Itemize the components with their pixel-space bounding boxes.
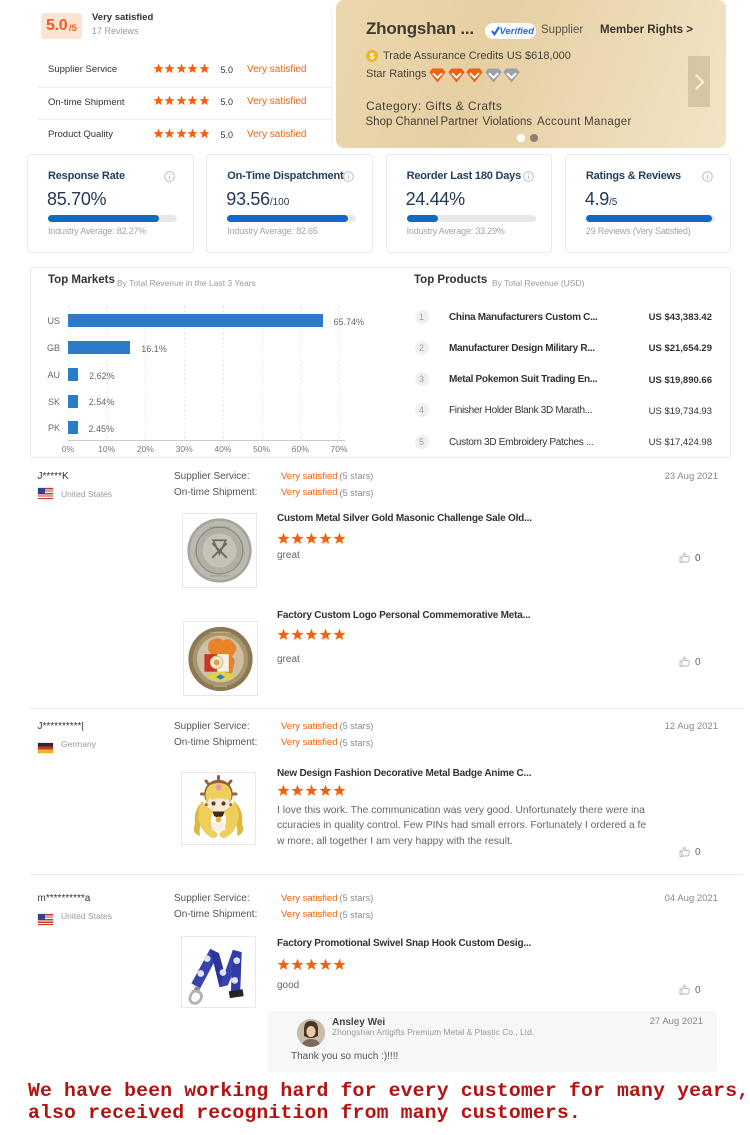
svg-text:◦◦◦: ◦◦◦ [240,549,247,556]
svg-text:◦◦◦◦◦◦◦◦◦◦◦◦: ◦◦◦◦◦◦◦◦◦◦◦◦ [210,631,231,636]
svg-text:◦◦◦◦◦◦◦◦: ◦◦◦◦◦◦◦◦ [214,685,228,690]
svg-text:◦◦◦◦◦◦◦◦◦◦: ◦◦◦◦◦◦◦◦◦◦ [209,573,230,579]
svg-text:◦◦◦◦◦◦◦◦◦◦: ◦◦◦◦◦◦◦◦◦◦ [209,525,230,531]
svg-text:◦◦◦: ◦◦◦ [192,549,199,556]
